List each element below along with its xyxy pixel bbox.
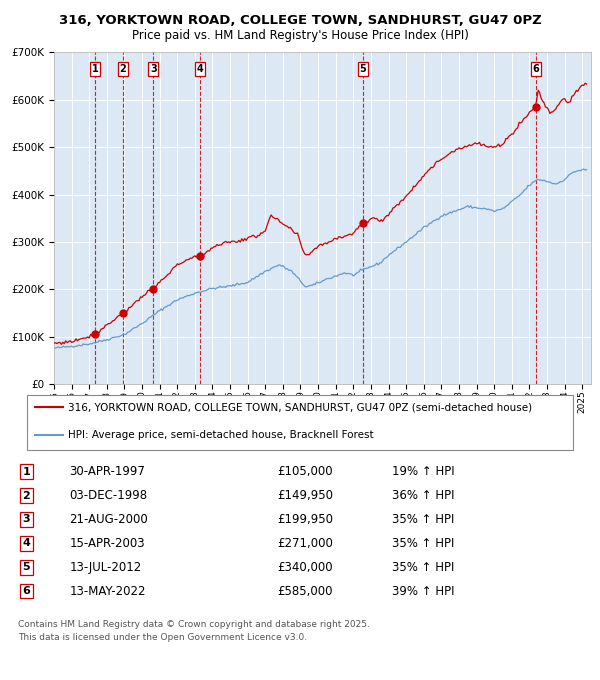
Text: £340,000: £340,000: [277, 560, 332, 574]
Text: 30-APR-1997: 30-APR-1997: [70, 465, 145, 478]
Text: £149,950: £149,950: [277, 489, 333, 502]
Text: 2: 2: [23, 490, 30, 500]
Text: 6: 6: [22, 586, 31, 596]
Text: £199,950: £199,950: [277, 513, 333, 526]
Text: 5: 5: [359, 64, 366, 74]
Text: This data is licensed under the Open Government Licence v3.0.: This data is licensed under the Open Gov…: [18, 632, 307, 642]
Text: 21-AUG-2000: 21-AUG-2000: [70, 513, 148, 526]
Text: 36% ↑ HPI: 36% ↑ HPI: [392, 489, 455, 502]
Text: 4: 4: [197, 64, 203, 74]
Text: 13-JUL-2012: 13-JUL-2012: [70, 560, 142, 574]
Text: 2: 2: [119, 64, 127, 74]
Text: Price paid vs. HM Land Registry's House Price Index (HPI): Price paid vs. HM Land Registry's House …: [131, 29, 469, 41]
Text: 3: 3: [23, 514, 30, 524]
Text: 1: 1: [92, 64, 98, 74]
FancyBboxPatch shape: [27, 395, 573, 449]
Text: 35% ↑ HPI: 35% ↑ HPI: [392, 537, 455, 549]
Text: 3: 3: [150, 64, 157, 74]
Text: Contains HM Land Registry data © Crown copyright and database right 2025.: Contains HM Land Registry data © Crown c…: [18, 619, 370, 629]
Text: 15-APR-2003: 15-APR-2003: [70, 537, 145, 549]
Text: 316, YORKTOWN ROAD, COLLEGE TOWN, SANDHURST, GU47 0PZ: 316, YORKTOWN ROAD, COLLEGE TOWN, SANDHU…: [59, 14, 541, 27]
Text: 03-DEC-1998: 03-DEC-1998: [70, 489, 148, 502]
Text: 6: 6: [532, 64, 539, 74]
Text: 13-MAY-2022: 13-MAY-2022: [70, 585, 146, 598]
Text: £105,000: £105,000: [277, 465, 332, 478]
Text: 1: 1: [23, 466, 30, 477]
Text: 19% ↑ HPI: 19% ↑ HPI: [392, 465, 455, 478]
Text: £585,000: £585,000: [277, 585, 332, 598]
Text: 4: 4: [22, 539, 31, 548]
Text: £271,000: £271,000: [277, 537, 333, 549]
Text: 39% ↑ HPI: 39% ↑ HPI: [392, 585, 455, 598]
Text: 35% ↑ HPI: 35% ↑ HPI: [392, 513, 455, 526]
Text: 5: 5: [23, 562, 30, 572]
Text: 35% ↑ HPI: 35% ↑ HPI: [392, 560, 455, 574]
Text: HPI: Average price, semi-detached house, Bracknell Forest: HPI: Average price, semi-detached house,…: [68, 430, 374, 441]
Text: 316, YORKTOWN ROAD, COLLEGE TOWN, SANDHURST, GU47 0PZ (semi-detached house): 316, YORKTOWN ROAD, COLLEGE TOWN, SANDHU…: [68, 403, 532, 412]
